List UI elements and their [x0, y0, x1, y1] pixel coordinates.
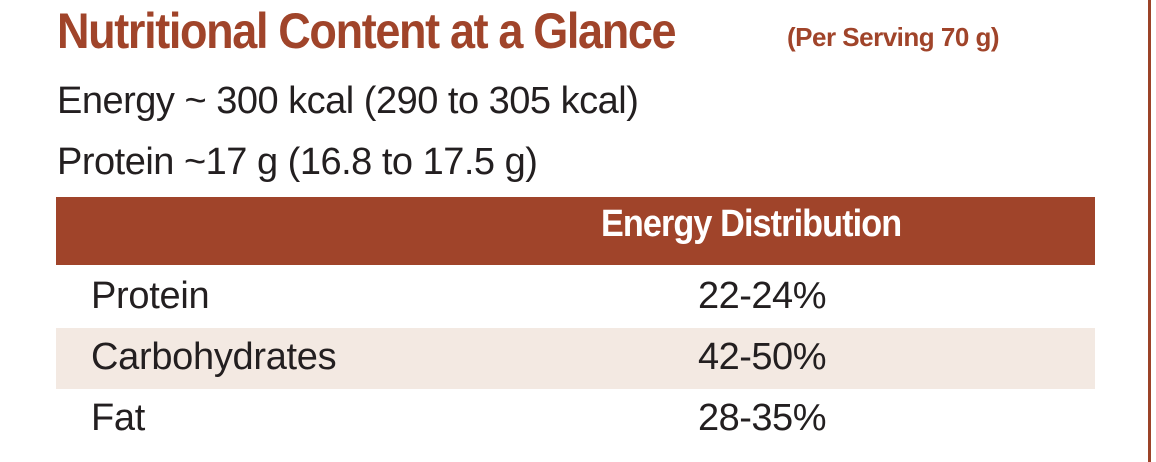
- row-value: 42-50%: [698, 336, 826, 378]
- table-row-fat: Fat 28-35%: [56, 389, 1095, 450]
- table-row-protein: Protein 22-24%: [56, 267, 1095, 328]
- row-value: 28-35%: [698, 397, 826, 439]
- row-name: Fat: [91, 397, 146, 439]
- page-edge-rule: [1148, 0, 1151, 462]
- energy-stat: Energy ~ 300 kcal (290 to 305 kcal): [57, 80, 639, 122]
- page-title: Nutritional Content at a Glance: [57, 2, 744, 60]
- table-header-label: Energy Distribution: [601, 203, 902, 245]
- title-main: Nutritional Content at a Glance: [57, 3, 677, 59]
- table-header: Energy Distribution: [56, 197, 1095, 265]
- row-name: Protein: [91, 275, 210, 317]
- table-row-carbohydrates: Carbohydrates 42-50%: [56, 328, 1095, 389]
- protein-stat: Protein ~17 g (16.8 to 17.5 g): [57, 141, 538, 183]
- row-value: 22-24%: [698, 275, 826, 317]
- serving-size-note: (Per Serving 70 g): [787, 22, 1000, 52]
- row-name: Carbohydrates: [91, 336, 337, 378]
